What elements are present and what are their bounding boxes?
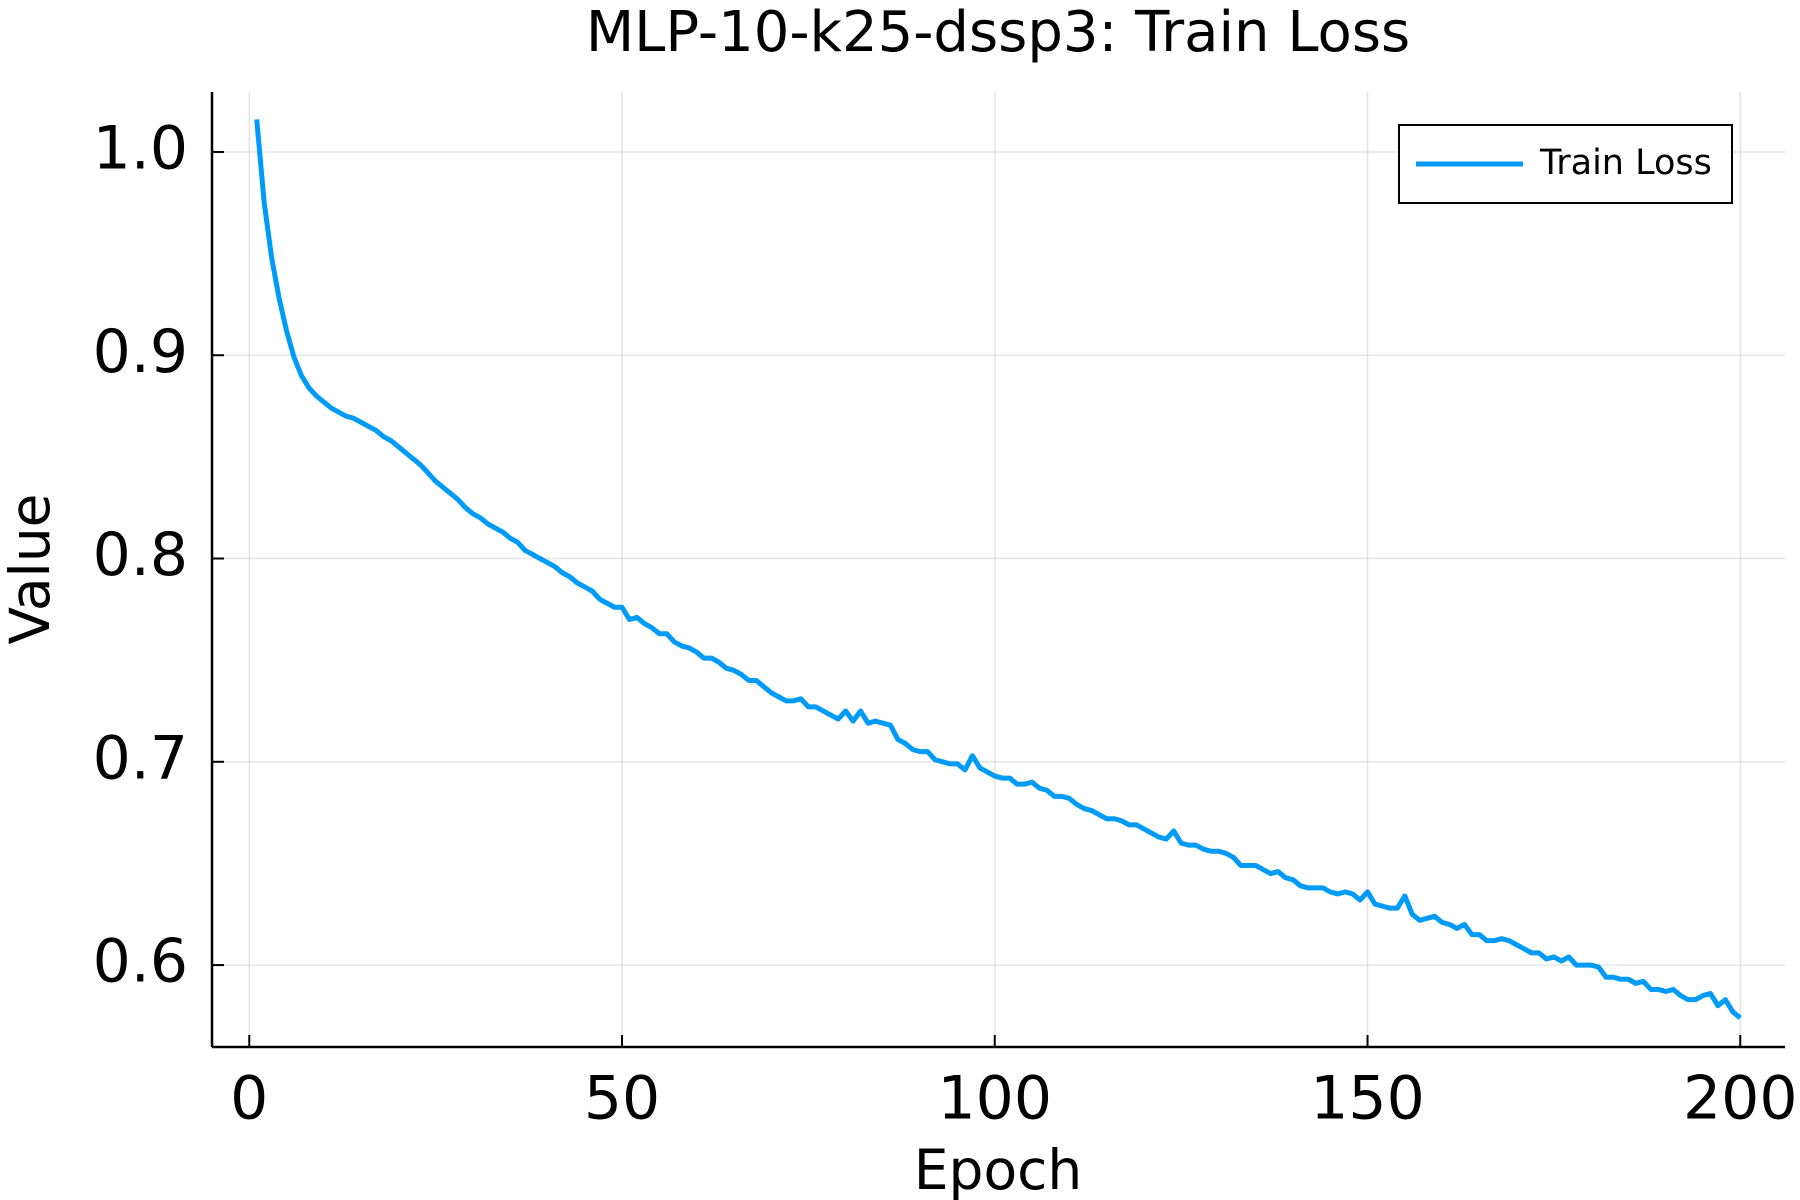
y-tick-label: 0.6 [93,927,188,997]
data-line [254,119,1742,1020]
legend-label: Train Loss [1539,143,1712,183]
x-tick-label: 200 [1683,1064,1798,1134]
x-axis-label: Epoch [914,1138,1082,1200]
chart-title: MLP-10-k25-dssp3: Train Loss [586,0,1410,65]
x-tick-label: 150 [1310,1064,1425,1134]
y-tick-label: 0.9 [93,317,188,387]
x-tick-label: 50 [584,1064,660,1134]
y-tick-label: 1.0 [93,114,188,184]
x-tick-label: 0 [230,1064,268,1134]
x-tick-label: 100 [938,1064,1053,1134]
y-tick-label: 0.8 [93,520,188,590]
y-axis-label: Value [0,493,62,644]
y-tick-label: 0.7 [93,723,188,793]
